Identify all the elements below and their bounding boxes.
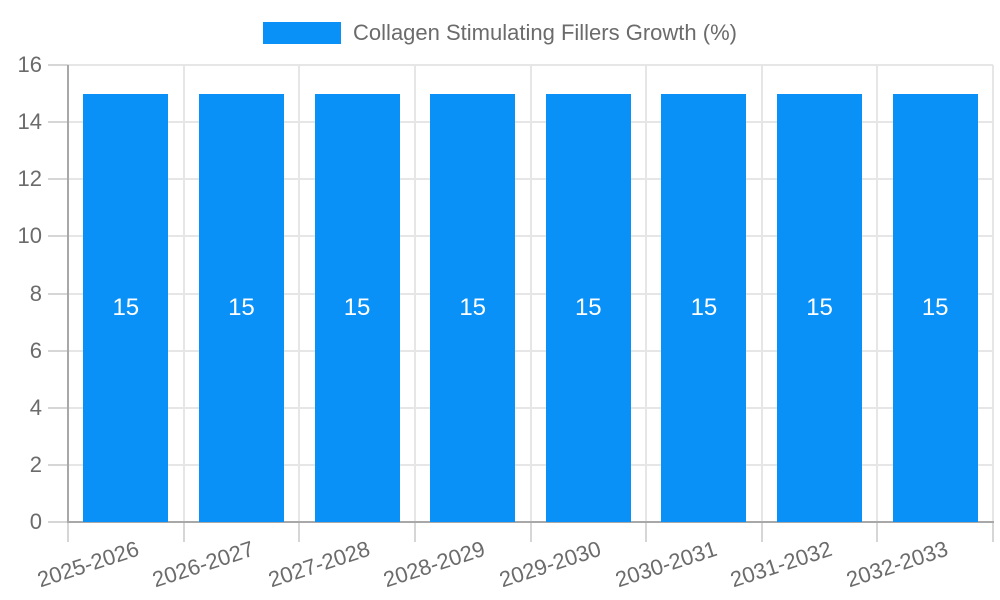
x-tick-mark <box>645 522 648 542</box>
legend-swatch <box>263 22 342 44</box>
x-tick-mark <box>992 522 994 542</box>
y-axis-tick-label: 14 <box>17 109 42 135</box>
y-axis-tick-label: 10 <box>17 223 42 249</box>
bar-value-label: 15 <box>574 293 602 321</box>
x-gridline <box>529 65 532 522</box>
bar-value-label: 15 <box>228 293 255 321</box>
bar[interactable]: 15 <box>430 93 516 522</box>
x-gridline <box>298 65 301 522</box>
x-axis-line <box>67 521 994 523</box>
y-tick-mark <box>48 406 68 409</box>
y-axis-tick-label: 8 <box>29 280 42 306</box>
x-gridline <box>413 65 416 522</box>
bar[interactable]: 15 <box>198 93 284 522</box>
x-tick-mark <box>67 522 69 542</box>
y-axis-tick-label: 4 <box>29 394 42 420</box>
y-axis-tick-label: 16 <box>17 52 42 77</box>
y-tick-mark <box>48 121 68 124</box>
y-axis-tick-label: 2 <box>29 451 42 477</box>
y-axis-tick-label: 12 <box>17 166 42 192</box>
bar[interactable]: 15 <box>314 93 400 522</box>
x-gridline <box>645 65 648 522</box>
y-tick-mark <box>48 349 68 352</box>
bar[interactable]: 15 <box>545 93 631 522</box>
bar[interactable]: 15 <box>83 93 169 522</box>
x-gridline <box>760 65 763 522</box>
bar[interactable]: 15 <box>777 93 863 522</box>
x-gridline <box>876 65 879 522</box>
bar-value-label: 15 <box>459 293 487 321</box>
x-axis-tick-label: 2025-2026 <box>33 536 142 593</box>
bar-value-label: 15 <box>806 293 833 321</box>
bar-value-label: 15 <box>343 293 371 321</box>
x-axis-tick-label: 2026-2027 <box>149 536 258 593</box>
x-tick-mark <box>529 522 532 542</box>
y-tick-mark <box>48 292 68 295</box>
y-tick-mark <box>48 235 68 238</box>
x-tick-mark <box>298 522 301 542</box>
y-axis-tick-label: 0 <box>29 509 42 534</box>
y-axis-tick-label: 6 <box>29 337 42 363</box>
x-axis-tick-label: 2031-2032 <box>727 536 836 593</box>
legend-label: Collagen Stimulating Fillers Growth (%) <box>353 20 737 45</box>
y-tick-mark <box>48 64 68 66</box>
x-axis-tick-label: 2032-2033 <box>843 536 951 593</box>
y-axis-line <box>67 65 69 522</box>
bar-value-label: 15 <box>921 293 949 321</box>
y-tick-mark <box>48 178 68 181</box>
x-tick-mark <box>876 522 879 542</box>
x-tick-mark <box>182 522 185 542</box>
bar[interactable]: 15 <box>661 93 747 522</box>
legend-item[interactable]: Collagen Stimulating Fillers Growth (%) <box>0 20 1000 46</box>
x-axis-tick-label: 2027-2028 <box>264 536 373 593</box>
bar-value-label: 15 <box>690 293 718 321</box>
bar[interactable]: 15 <box>892 93 978 522</box>
x-tick-mark <box>760 522 763 542</box>
x-gridline <box>992 65 994 522</box>
x-gridline <box>182 65 185 522</box>
y-tick-mark <box>48 463 68 466</box>
x-axis-tick-label: 2028-2029 <box>380 536 489 593</box>
bar-value-label: 15 <box>112 293 140 321</box>
x-axis-tick-label: 2029-2030 <box>496 536 605 593</box>
x-axis-tick-label: 2030-2031 <box>611 536 720 593</box>
y-tick-mark <box>48 521 68 523</box>
x-tick-mark <box>413 522 416 542</box>
